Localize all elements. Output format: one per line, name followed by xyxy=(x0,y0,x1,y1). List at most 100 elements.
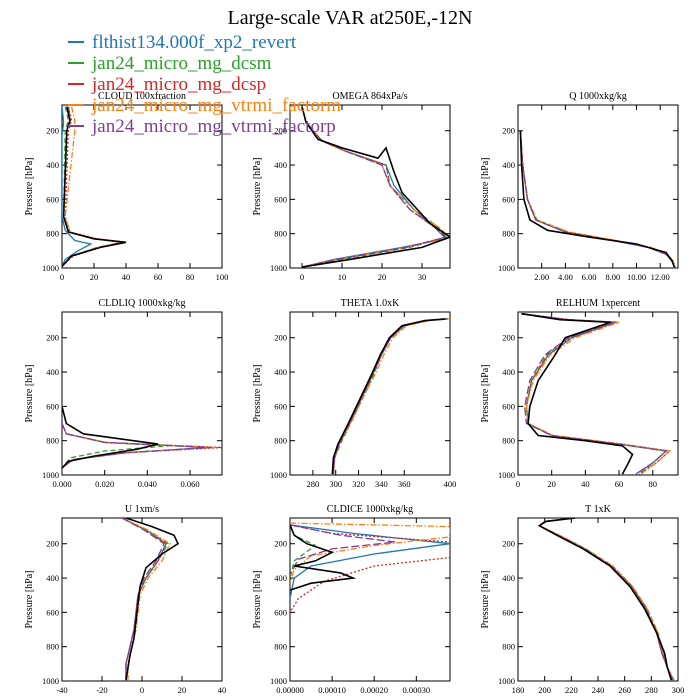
legend-label: jan24_micro_mg_dcsp xyxy=(91,74,266,95)
y-tick-label: 400 xyxy=(274,573,287,583)
series-line xyxy=(62,423,222,469)
series-line xyxy=(290,524,396,575)
x-tick-label: 0 xyxy=(140,685,144,695)
x-tick-label: 10 xyxy=(338,272,347,282)
x-tick-label: 200 xyxy=(538,685,551,695)
series-line xyxy=(332,318,449,475)
plot-frame xyxy=(61,311,223,476)
y-tick-label: 600 xyxy=(502,194,515,204)
y-axis-label: Pressure [hPa] xyxy=(480,157,491,215)
series-line xyxy=(121,518,167,681)
y-axis-label: Pressure [hPa] xyxy=(24,364,35,422)
x-tick-label: 0.040 xyxy=(138,479,157,489)
plot-frame xyxy=(517,517,679,682)
series-line xyxy=(121,518,165,681)
panel-title: THETA 1.0xK xyxy=(341,298,400,309)
legend-entry: jan24_micro_mg_dcsm xyxy=(68,53,272,74)
x-tick-label: 300 xyxy=(329,479,342,489)
x-tick-label: 340 xyxy=(375,479,388,489)
series-line xyxy=(519,130,676,268)
x-tick-label: 4.00 xyxy=(558,272,573,282)
legend: flthist134.000f_xp2_revertjan24_micro_mg… xyxy=(68,32,341,137)
y-tick-label: 200 xyxy=(274,539,287,549)
x-tick-label: 240 xyxy=(592,685,605,695)
x-tick-label: 0.00010 xyxy=(318,685,346,695)
y-tick-label: 200 xyxy=(274,126,287,136)
y-axis-label: Pressure [hPa] xyxy=(252,157,263,215)
y-tick-label: 400 xyxy=(46,367,59,377)
control-series-line xyxy=(290,524,357,591)
x-tick-label: 280 xyxy=(645,685,658,695)
legend-label: flthist134.000f_xp2_revert xyxy=(92,32,297,53)
series-line xyxy=(538,518,675,681)
y-tick-label: 1000 xyxy=(42,263,59,273)
series-line xyxy=(301,106,448,268)
series-line xyxy=(332,318,448,475)
series-line xyxy=(521,313,668,475)
series-line xyxy=(519,130,676,268)
y-tick-label: 800 xyxy=(46,642,59,652)
y-tick-label: 800 xyxy=(274,642,287,652)
y-axis-label: Pressure [hPa] xyxy=(24,157,35,215)
y-tick-label: 800 xyxy=(46,229,59,239)
y-tick-label: 1000 xyxy=(270,676,287,686)
control-series-line xyxy=(537,518,673,681)
x-tick-label: 320 xyxy=(352,479,365,489)
control-series-line xyxy=(519,130,676,268)
y-axis-label: Pressure [hPa] xyxy=(24,570,35,628)
chart-panel: CLDICE 1000xkg/kg Pressure [hPa] 200 400 600… xyxy=(252,504,451,695)
y-tick-label: 200 xyxy=(46,333,59,343)
y-axis-label: Pressure [hPa] xyxy=(252,570,263,628)
plot-frame xyxy=(517,311,679,476)
control-series-line xyxy=(301,106,450,268)
series-line xyxy=(332,318,448,475)
y-tick-label: 600 xyxy=(46,194,59,204)
series-line xyxy=(519,130,676,268)
x-tick-label: 10.00 xyxy=(627,272,646,282)
series-line xyxy=(519,130,677,268)
series-line xyxy=(290,524,317,579)
y-tick-label: 800 xyxy=(46,436,59,446)
y-tick-label: 800 xyxy=(274,229,287,239)
x-tick-label: 0 xyxy=(516,479,520,489)
legend-entry: flthist134.000f_xp2_revert xyxy=(68,32,297,53)
y-tick-label: 600 xyxy=(274,194,287,204)
y-tick-label: 400 xyxy=(46,573,59,583)
y-tick-label: 200 xyxy=(502,333,515,343)
series-line xyxy=(521,313,668,475)
x-tick-label: 0.020 xyxy=(95,479,114,489)
x-tick-label: 30 xyxy=(418,272,427,282)
x-tick-label: 0.00030 xyxy=(403,685,431,695)
series-line xyxy=(62,106,93,267)
y-tick-label: 1000 xyxy=(498,263,515,273)
x-tick-label: 100 xyxy=(216,272,229,282)
plot-frame xyxy=(289,311,451,476)
panel-title: U 1xm/s xyxy=(125,504,159,515)
x-tick-label: 40 xyxy=(218,685,227,695)
y-tick-label: 1000 xyxy=(42,676,59,686)
y-tick-label: 600 xyxy=(46,401,59,411)
x-tick-label: 40 xyxy=(581,479,590,489)
chart-panel: CLDLIQ 1000xkg/kg Pressure [hPa] 200 400 600… xyxy=(24,298,223,489)
series-line xyxy=(62,423,212,469)
legend-entry: jan24_micro_mg_dcsp xyxy=(68,74,266,95)
panel-title: CLDLIQ 1000xkg/kg xyxy=(99,298,186,309)
x-tick-label: 0 xyxy=(60,272,64,282)
figure-title: Large-scale VAR at250E,-12N xyxy=(228,7,473,29)
legend-entry: jan24_micro_mg_vtrmi_factorm xyxy=(68,95,341,116)
x-tick-label: 20 xyxy=(90,272,99,282)
series-line xyxy=(332,318,448,475)
x-tick-label: 280 xyxy=(306,479,319,489)
y-tick-label: 200 xyxy=(502,539,515,549)
y-axis-label: Pressure [hPa] xyxy=(480,570,491,628)
series-line xyxy=(538,518,674,681)
y-axis-label: Pressure [hPa] xyxy=(252,364,263,422)
x-tick-label: 80 xyxy=(186,272,195,282)
series-line xyxy=(521,313,672,475)
x-tick-label: 12.00 xyxy=(651,272,670,282)
